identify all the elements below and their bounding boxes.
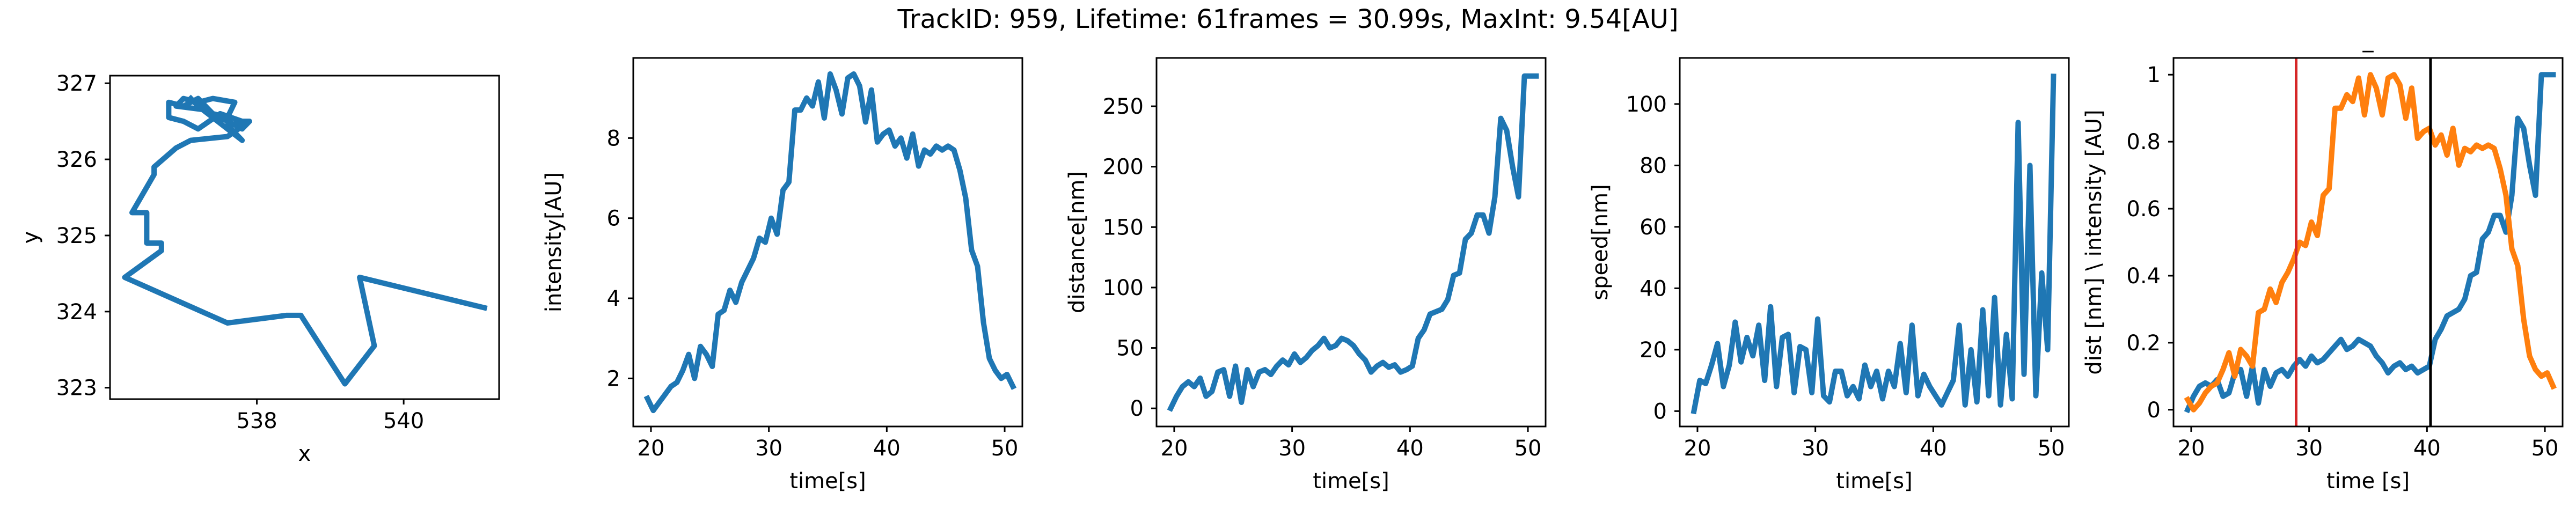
axes-frame — [1679, 57, 2070, 428]
y-tick-label: 250 — [1103, 94, 1144, 119]
x-tick-label: 40 — [1920, 436, 1947, 461]
y-tick-label: 2 — [607, 366, 620, 391]
x-tick-label: 20 — [638, 436, 665, 461]
y-tick-label: 0.4 — [2126, 264, 2161, 289]
subplot-1: 538 540 323 324 325 326 327 x y — [18, 71, 500, 466]
y-tick-label: 40 — [1640, 276, 1667, 301]
subplot-5: 20 30 40 50 0 0.2 0.4 0.6 0.8 1 time [s] dist [nm] … — [2082, 28, 2564, 494]
x-tick-label: 50 — [2531, 436, 2559, 461]
y-tick-label: 323 — [56, 376, 97, 401]
y-tick-label: 327 — [56, 71, 97, 96]
series-line-2 — [2184, 72, 2557, 413]
y-tick-label: 0.8 — [2126, 130, 2161, 154]
subplot-3: 20 30 40 50 0 50 100 150 200 250 time[s] distance[n… — [1065, 57, 1547, 494]
y-tick-label: 60 — [1640, 215, 1667, 240]
x-axis-label: time [s] — [2326, 469, 2410, 494]
y-tick-label: 1 — [2147, 63, 2161, 87]
x-tick-label: 50 — [1514, 436, 1542, 461]
x-tick-label: 30 — [2295, 436, 2323, 461]
y-tick-label: 150 — [1103, 215, 1144, 240]
subplot-2: 20 30 40 50 2 4 6 8 time[s] intensity[AU] — [541, 57, 1023, 494]
y-tick-label: 324 — [56, 300, 97, 325]
series-line-1 — [122, 94, 488, 387]
subplot-4: 20 30 40 50 0 20 40 60 80 100 time[s] speed[nm] — [1588, 57, 2070, 494]
x-axis-label: x — [298, 442, 311, 466]
series-line-1 — [1690, 73, 2057, 415]
y-tick-label: 80 — [1640, 153, 1667, 178]
y-tick-label: 100 — [1103, 276, 1144, 300]
y-tick-label: 326 — [56, 148, 97, 172]
y-tick-label: 200 — [1103, 155, 1144, 180]
y-tick-label: 0 — [2147, 398, 2161, 423]
x-tick-label: 20 — [1161, 436, 1188, 461]
y-axis-label: speed[nm] — [1588, 184, 1613, 300]
series-line-1 — [1167, 73, 1539, 412]
y-tick-label: 8 — [607, 126, 620, 151]
y-axis-label: distance[nm] — [1065, 171, 1089, 313]
figure-title: TrackID: 959, Lifetime: 61frames = 30.99… — [897, 4, 1679, 34]
subplot-title: _ — [2362, 28, 2374, 53]
y-axis-label: intensity[AU] — [541, 172, 566, 312]
y-tick-label: 325 — [56, 224, 97, 248]
y-tick-label: 20 — [1640, 338, 1667, 363]
y-tick-label: 100 — [1626, 92, 1667, 117]
y-tick-label: 0.2 — [2126, 331, 2161, 356]
x-tick-label: 20 — [1684, 436, 1711, 461]
x-tick-label: 40 — [1396, 436, 1424, 461]
y-axis-label: y — [18, 231, 43, 244]
axes-frame — [109, 75, 500, 400]
axes-frame — [632, 57, 1023, 428]
x-axis-label: time[s] — [1313, 469, 1389, 494]
x-tick-label: 30 — [1802, 436, 1829, 461]
y-tick-label: 0 — [1130, 396, 1144, 421]
y-tick-label: 6 — [607, 207, 620, 231]
series-line-1 — [643, 71, 1017, 414]
y-tick-label: 0 — [1653, 399, 1667, 424]
x-tick-label: 50 — [991, 436, 1019, 461]
x-tick-label: 40 — [2413, 436, 2441, 461]
y-axis-label: dist [nm] \ intensity [AU] — [2082, 109, 2106, 374]
axes-frame — [2172, 57, 2564, 428]
y-tick-label: 0.6 — [2126, 197, 2161, 222]
y-tick-label: 50 — [1116, 336, 1144, 361]
x-axis-label: time[s] — [789, 469, 866, 494]
axes-frame — [1155, 57, 1547, 428]
y-tick-label: 4 — [607, 286, 620, 311]
series-line-1 — [2184, 72, 2556, 414]
x-tick-label: 538 — [236, 409, 277, 433]
x-tick-label: 30 — [1278, 436, 1306, 461]
x-axis-label: time[s] — [1836, 469, 1912, 494]
x-tick-label: 540 — [383, 409, 424, 433]
x-tick-label: 50 — [2038, 436, 2065, 461]
x-tick-label: 40 — [873, 436, 901, 461]
x-tick-label: 20 — [2178, 436, 2205, 461]
x-tick-label: 30 — [755, 436, 782, 461]
